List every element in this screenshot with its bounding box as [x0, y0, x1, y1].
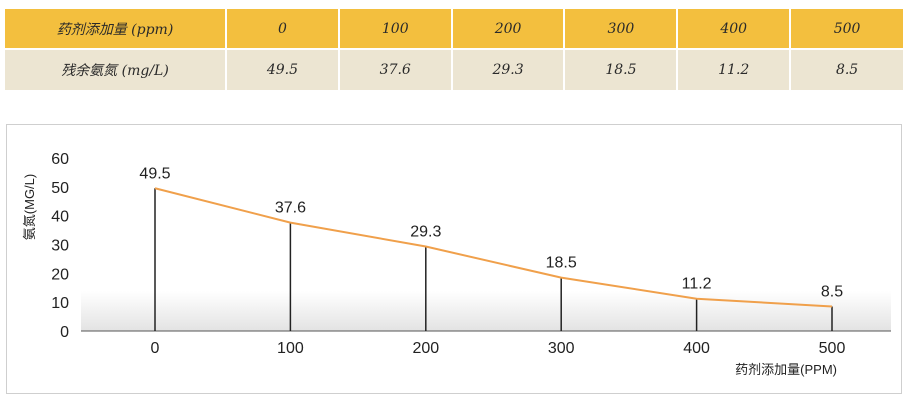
- x-tick-label: 200: [412, 340, 439, 357]
- series-line: [154, 187, 833, 308]
- data-label: 11.2: [682, 276, 712, 293]
- dose-row-label: 药剂添加量 (ppm): [5, 9, 227, 49]
- chart-panel: 0 10 20 30 40 50 60 0 100 200 300 400 500 49.5 37.6 2…: [6, 124, 902, 394]
- data-table: 药剂添加量 (ppm) 0 100 200 300 400 500 残余氨氮 (…: [5, 9, 903, 90]
- y-tick-label: 50: [51, 180, 69, 197]
- data-label: 37.6: [275, 200, 306, 217]
- residual-row-label: 残余氨氮 (mg/L): [5, 48, 227, 90]
- data-label: 49.5: [139, 165, 170, 182]
- dose-cell: 0: [226, 9, 340, 49]
- dose-cell: 200: [451, 9, 566, 49]
- residual-cell: 8.5: [790, 48, 903, 90]
- dose-cell: 400: [677, 9, 792, 49]
- residual-cell: 49.5: [226, 48, 340, 90]
- dose-cell: 100: [338, 9, 453, 49]
- residual-cell: 37.6: [338, 48, 453, 90]
- data-label: 18.5: [546, 255, 577, 272]
- y-axis-title: 氨氮(MG/L): [22, 174, 37, 240]
- data-label: 29.3: [410, 224, 441, 241]
- dose-cell: 300: [564, 9, 679, 49]
- ammonia-chart: 0 10 20 30 40 50 60 0 100 200 300 400 500 49.5 37.6 2…: [22, 151, 891, 377]
- x-axis-title: 药剂添加量(PPM): [735, 362, 837, 377]
- y-tick-label: 30: [51, 238, 69, 255]
- dose-cell: 500: [790, 9, 903, 49]
- x-tick-label: 500: [819, 340, 846, 357]
- y-tick-label: 40: [51, 209, 69, 226]
- y-tick-label: 0: [60, 324, 69, 341]
- dose-row: 药剂添加量 (ppm) 0 100 200 300 400 500: [5, 9, 903, 49]
- x-tick-labels: 0 100 200 300 400 500: [151, 340, 846, 357]
- data-label: 8.5: [821, 283, 843, 300]
- y-tick-label: 20: [51, 266, 69, 283]
- y-tick-label: 60: [51, 151, 69, 168]
- x-tick-label: 400: [683, 340, 710, 357]
- floor-shading: [81, 291, 891, 331]
- x-tick-label: 100: [277, 340, 304, 357]
- x-tick-label: 300: [548, 340, 575, 357]
- y-tick-labels: 0 10 20 30 40 50 60: [51, 151, 69, 341]
- residual-cell: 11.2: [677, 48, 792, 90]
- y-tick-label: 10: [51, 295, 69, 312]
- drop-lines: [154, 188, 833, 331]
- data-labels: 49.5 37.6 29.3 18.5 11.2 8.5: [139, 165, 843, 300]
- residual-cell: 29.3: [451, 48, 566, 90]
- residual-row: 残余氨氮 (mg/L) 49.5 37.6 29.3 18.5 11.2 8.5: [5, 48, 903, 90]
- residual-cell: 18.5: [564, 48, 679, 90]
- x-tick-label: 0: [151, 340, 160, 357]
